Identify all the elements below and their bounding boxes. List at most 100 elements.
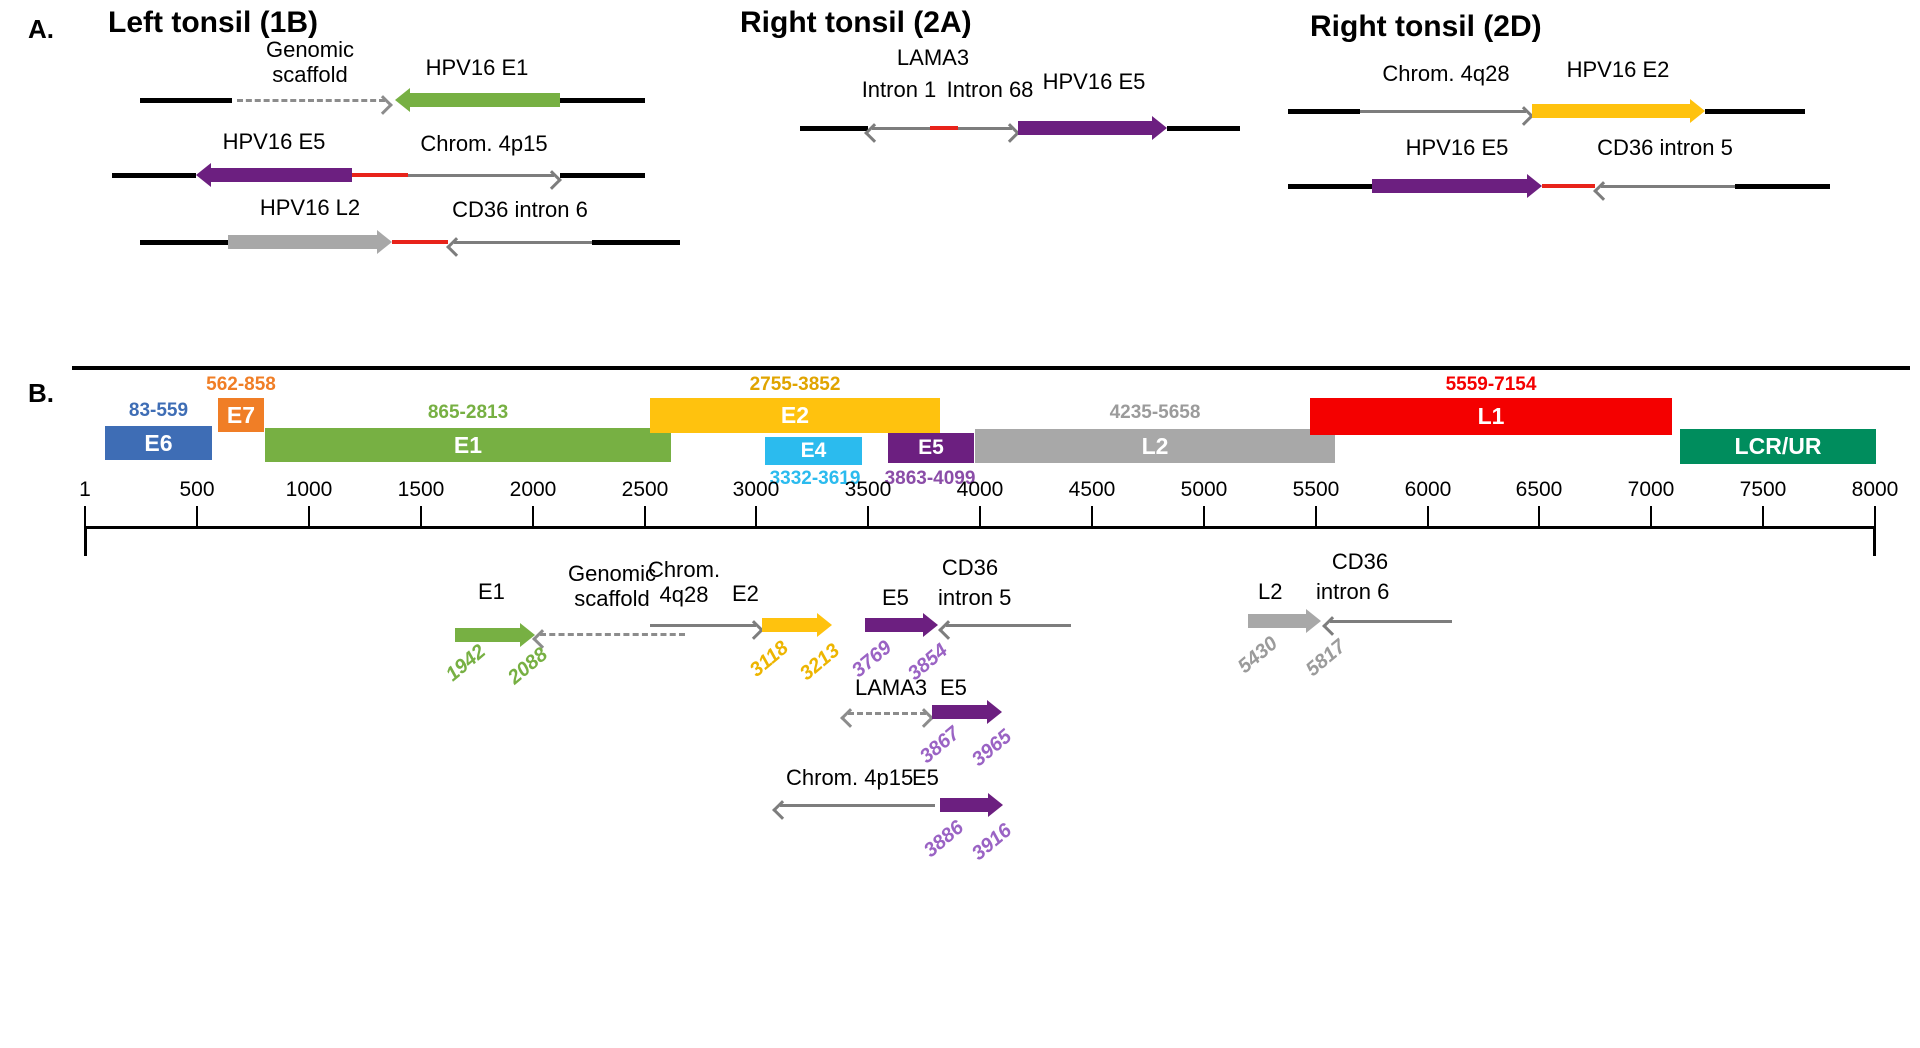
label-chrom-4p15: Chrom. 4p15 bbox=[420, 131, 548, 156]
j2-host-label: Chrom. 4q28 bbox=[647, 557, 721, 607]
axis-baseline bbox=[84, 526, 1876, 529]
label-hpv16-l2: HPV16 L2 bbox=[259, 195, 361, 220]
j3-e5-arrow bbox=[865, 618, 923, 632]
label-genomic-scaffold: Genomic scaffold bbox=[265, 37, 355, 87]
axis-tick bbox=[1538, 506, 1540, 526]
axis-tick-label: 3500 bbox=[844, 478, 892, 501]
j4-end-coord: 5817 bbox=[1301, 635, 1351, 681]
flank-line bbox=[140, 98, 232, 103]
e6-range: 83-559 bbox=[128, 400, 189, 421]
hpv16-e1-arrow bbox=[410, 93, 560, 107]
axis-tick bbox=[1091, 506, 1093, 526]
l1-range: 5559-7154 bbox=[1445, 374, 1537, 395]
j2-host-arrow bbox=[650, 624, 756, 627]
hpv16-e5-arrow bbox=[1018, 121, 1152, 135]
axis-tick-label: 2000 bbox=[509, 478, 557, 501]
flank-line bbox=[800, 126, 868, 131]
axis-tick bbox=[1315, 506, 1317, 526]
label-hpv16-e2: HPV16 E2 bbox=[1566, 57, 1670, 82]
e1-range: 865-2813 bbox=[427, 402, 509, 423]
panel-b-label: B. bbox=[28, 378, 54, 408]
label-lama3: LAMA3 bbox=[896, 45, 970, 70]
j5-host-label: LAMA3 bbox=[855, 675, 928, 700]
axis-endcap-left bbox=[84, 526, 87, 556]
chrom-4p15-arrow bbox=[408, 174, 554, 177]
lama3-intron68-arrow bbox=[958, 127, 1012, 130]
e5-range: 3863-4099 bbox=[884, 468, 976, 489]
hpv16-e2-arrow bbox=[1532, 104, 1690, 118]
hpv16-l2-arrow bbox=[228, 235, 377, 249]
sample-2a-title: Right tonsil (2A) bbox=[740, 6, 972, 39]
flank-line bbox=[112, 173, 196, 178]
j5-start-coord: 3867 bbox=[915, 722, 965, 768]
e1-gene-box: E1 bbox=[265, 428, 671, 462]
axis-tick-label: 6500 bbox=[1515, 478, 1563, 501]
j4-host-top-label: CD36 bbox=[1331, 549, 1389, 574]
genomic-scaffold-arrow bbox=[237, 99, 385, 102]
axis-tick-label: 5000 bbox=[1180, 478, 1228, 501]
hpv16-e5-arrow bbox=[211, 168, 352, 182]
label-cd36-intron6: CD36 intron 6 bbox=[452, 197, 588, 222]
hpv16-e5-arrow bbox=[1372, 179, 1527, 193]
j4-gene-label: L2 bbox=[1258, 579, 1283, 604]
label-hpv16-e5: HPV16 E5 bbox=[222, 129, 326, 154]
axis-tick bbox=[1874, 506, 1876, 526]
axis-tick-label: 6000 bbox=[1404, 478, 1452, 501]
l2-range: 4235-5658 bbox=[1109, 402, 1201, 423]
j6-host-arrow bbox=[780, 804, 935, 807]
axis-tick bbox=[308, 506, 310, 526]
red-junction-segment bbox=[392, 240, 448, 244]
label-chrom-4q28: Chrom. 4q28 bbox=[1382, 61, 1510, 86]
axis-tick bbox=[196, 506, 198, 526]
j2-start-coord: 3118 bbox=[745, 636, 793, 682]
axis-tick bbox=[1650, 506, 1652, 526]
l1-gene-box: L1 bbox=[1310, 398, 1672, 435]
axis-tick bbox=[979, 506, 981, 526]
e2-range: 2755-3852 bbox=[749, 374, 841, 395]
chrom-4q28-arrow bbox=[1360, 110, 1526, 113]
j3-gene-label: E5 bbox=[882, 585, 909, 610]
j6-host-label: Chrom. 4p15 bbox=[786, 765, 914, 790]
axis-tick bbox=[644, 506, 646, 526]
lama3-intron1-arrow bbox=[872, 127, 930, 130]
axis-tick bbox=[420, 506, 422, 526]
panel-divider-line bbox=[72, 366, 1910, 370]
axis-tick bbox=[84, 506, 86, 526]
j5-e5-arrow bbox=[932, 705, 987, 719]
sample-2d-title: Right tonsil (2D) bbox=[1310, 10, 1542, 43]
axis-tick bbox=[1203, 506, 1205, 526]
j1-host-label: Genomic scaffold bbox=[567, 561, 657, 611]
e7-gene-box: E7 bbox=[218, 398, 264, 432]
j5-end-coord: 3965 bbox=[967, 725, 1017, 771]
e2-gene-box: E2 bbox=[650, 398, 940, 433]
j2-end-coord: 3213 bbox=[795, 639, 845, 685]
axis-endcap-right bbox=[1873, 526, 1876, 556]
axis-tick bbox=[532, 506, 534, 526]
e7-range: 562-858 bbox=[206, 374, 276, 395]
label-hpv16-e1: HPV16 E1 bbox=[425, 55, 529, 80]
axis-tick bbox=[1762, 506, 1764, 526]
red-junction-segment bbox=[1542, 184, 1595, 188]
j5-gene-label: E5 bbox=[940, 675, 967, 700]
cd36-intron6-arrow bbox=[454, 241, 592, 244]
axis-tick-label: 4500 bbox=[1068, 478, 1116, 501]
axis-tick-label: 3000 bbox=[732, 478, 780, 501]
flank-line bbox=[140, 240, 228, 245]
j6-end-coord: 3916 bbox=[967, 819, 1017, 865]
j5-lama3-arrow bbox=[848, 712, 926, 715]
e5-gene-box: E5 bbox=[888, 433, 974, 463]
axis-tick-label: 1000 bbox=[285, 478, 333, 501]
label-intron-1: Intron 1 bbox=[861, 77, 937, 102]
flank-line bbox=[1167, 126, 1240, 131]
label-hpv16-e5: HPV16 E5 bbox=[1405, 135, 1509, 160]
j2-gene-label: E2 bbox=[732, 581, 759, 606]
flank-line bbox=[560, 98, 645, 103]
cd36-intron5-arrow bbox=[1601, 185, 1735, 188]
j6-gene-label: E5 bbox=[912, 765, 939, 790]
j2-e2-arrow bbox=[762, 618, 817, 632]
j1-e1-arrow bbox=[455, 628, 520, 642]
j6-start-coord: 3886 bbox=[919, 816, 969, 862]
j4-host-arrow bbox=[1330, 620, 1452, 623]
label-hpv16-e5: HPV16 E5 bbox=[1042, 69, 1146, 94]
